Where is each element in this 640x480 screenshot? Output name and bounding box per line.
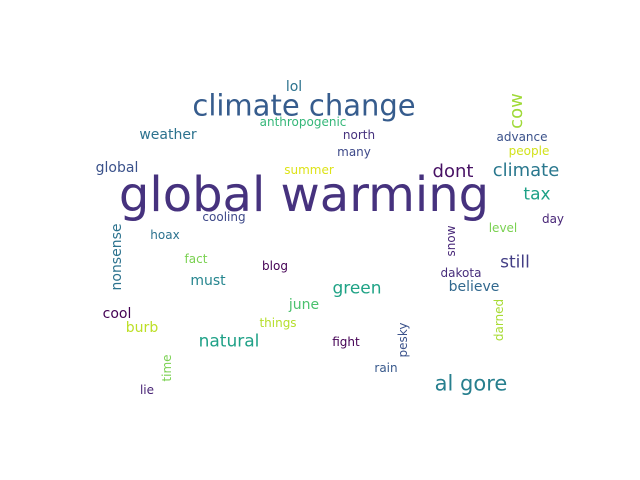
word-lie: lie xyxy=(139,383,155,397)
word-june: june xyxy=(288,297,320,313)
word-believe: believe xyxy=(448,279,500,295)
word-things: things xyxy=(259,316,297,330)
word-must: must xyxy=(190,273,226,289)
word-climate: climate xyxy=(492,160,560,181)
word-tax: tax xyxy=(523,184,551,205)
word-natural: natural xyxy=(198,331,260,352)
word-cooling: cooling xyxy=(202,210,246,224)
word-weather: weather xyxy=(139,127,197,143)
word-still: still xyxy=(500,252,530,273)
word-global: global xyxy=(95,160,139,176)
word-green: green xyxy=(332,278,382,299)
word-hoax: hoax xyxy=(150,228,180,242)
word-climate-change: climate change xyxy=(192,88,416,123)
word-time: time xyxy=(160,354,174,382)
word-dont: dont xyxy=(432,161,474,182)
word-burb: burb xyxy=(125,320,159,336)
word-rain: rain xyxy=(374,361,398,375)
word-lol: lol xyxy=(285,79,303,95)
word-blog: blog xyxy=(262,259,288,273)
word-cool: cool xyxy=(102,306,132,322)
word-people: people xyxy=(508,144,550,158)
word-snow: snow xyxy=(444,225,458,257)
word-summer: summer xyxy=(284,163,334,177)
word-fact: fact xyxy=(184,252,208,266)
word-al-gore: al gore xyxy=(434,371,508,396)
word-anthropogenic: anthropogenic xyxy=(259,115,347,129)
word-advance: advance xyxy=(496,130,548,144)
word-fight: fight xyxy=(332,335,360,349)
word-day: day xyxy=(541,212,565,226)
word-many: many xyxy=(337,145,371,159)
word-level: level xyxy=(488,221,518,235)
word-global-warming: global warming xyxy=(118,167,490,223)
word-north: north xyxy=(342,128,376,142)
word-cow: cow xyxy=(506,93,527,129)
word-darned: darned xyxy=(492,298,506,342)
word-nonsense: nonsense xyxy=(109,223,125,291)
word-dakota: dakota xyxy=(440,266,482,280)
word-pesky: pesky xyxy=(396,322,410,358)
